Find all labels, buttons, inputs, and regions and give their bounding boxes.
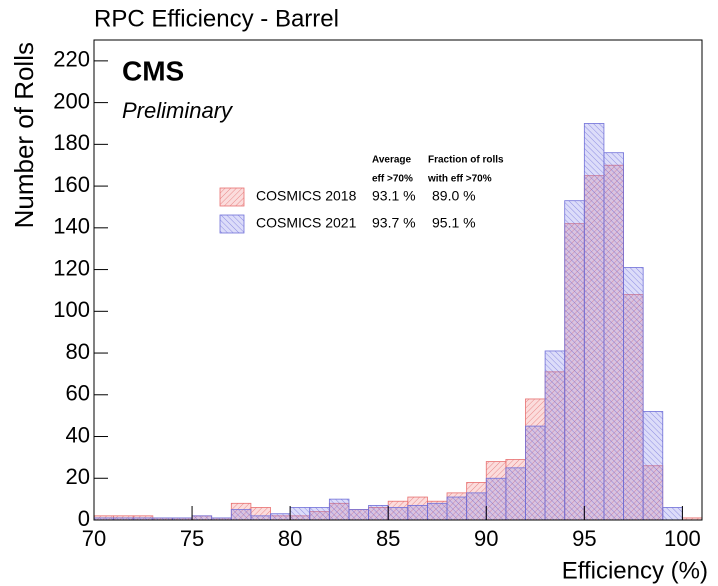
bar [603, 152, 624, 521]
legend-header: Fraction of rolls [428, 155, 504, 166]
bar [270, 513, 291, 521]
legend-value: 95.1 % [432, 215, 476, 231]
legend-swatch [219, 214, 245, 234]
bar [387, 507, 409, 521]
bar [466, 492, 487, 521]
x-tick-label: 80 [278, 526, 302, 551]
bar [446, 496, 468, 521]
plot-frame [93, 39, 703, 521]
bar [564, 200, 585, 521]
chart-title: RPC Efficiency - Barrel [94, 5, 339, 32]
bar [407, 504, 428, 521]
legend-label: COSMICS 2021 [256, 215, 357, 231]
bar [368, 504, 389, 521]
x-axis-label: Efficiency (%) [562, 557, 708, 584]
bar [348, 509, 369, 521]
bar [505, 467, 526, 521]
bar [623, 267, 644, 521]
legend-swatch [219, 187, 245, 207]
bar [544, 350, 566, 521]
bar [230, 509, 252, 521]
y-tick-label: 40 [66, 422, 90, 447]
bar [642, 411, 664, 521]
bar [662, 507, 683, 521]
legend-value: 89.0 % [432, 188, 476, 204]
bar [191, 515, 213, 521]
x-tick-label: 85 [376, 526, 400, 551]
y-tick-label: 20 [66, 464, 90, 489]
y-tick-label: 60 [66, 381, 90, 406]
legend-value: 93.7 % [372, 215, 416, 231]
bar [289, 507, 311, 521]
y-tick-label: 200 [53, 88, 90, 113]
legend-header: with eff >70% [427, 174, 492, 185]
cms-label: CMS [122, 55, 184, 86]
preliminary-label: Preliminary [122, 98, 234, 123]
legend: Average eff >70% Fraction of rolls with … [219, 155, 504, 234]
x-tick-label: 95 [572, 526, 596, 551]
bar [525, 425, 546, 521]
x-tick-label: 70 [82, 526, 106, 551]
legend-header: Average [372, 155, 412, 166]
bar [427, 502, 448, 521]
bar [309, 507, 330, 521]
y-tick-label: 160 [53, 172, 90, 197]
y-tick-label: 120 [53, 255, 90, 280]
y-tick-label: 140 [53, 214, 90, 239]
legend-header: eff >70% [372, 174, 413, 185]
y-tick-label: 80 [66, 339, 90, 364]
y-tick-label: 180 [53, 130, 90, 155]
y-tick-label: 0 [78, 506, 90, 531]
bar [583, 123, 605, 521]
y-tick-label: 220 [53, 47, 90, 72]
y-axis-label: Number of Rolls [9, 42, 39, 228]
legend-label: COSMICS 2018 [256, 188, 357, 204]
x-tick-label: 90 [474, 526, 498, 551]
bar [485, 477, 507, 521]
legend-value: 93.1 % [372, 188, 416, 204]
bar [328, 498, 350, 521]
x-tick-label: 100 [664, 526, 701, 551]
bar [250, 515, 271, 521]
y-tick-label: 100 [53, 297, 90, 322]
x-tick-label: 75 [180, 526, 204, 551]
